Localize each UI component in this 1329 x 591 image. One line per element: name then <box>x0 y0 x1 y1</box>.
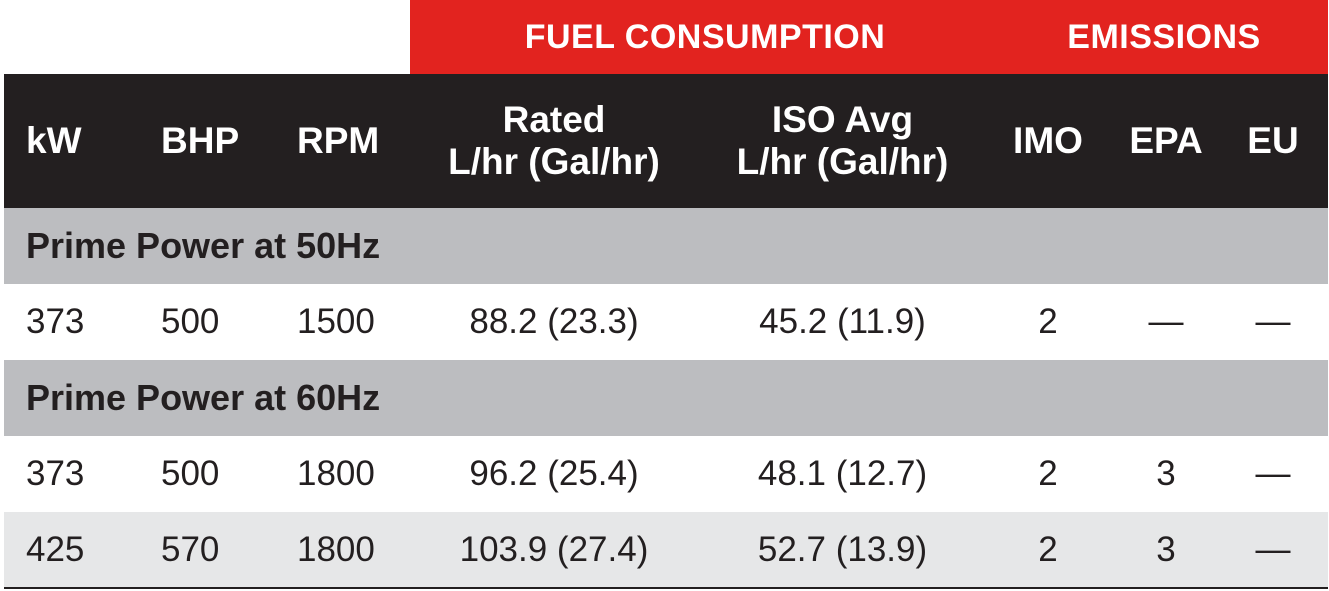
column-header-rated-line2: L/hr (Gal/hr) <box>448 141 660 182</box>
section-header-60hz: Prime Power at 60Hz <box>4 360 1328 436</box>
cell-imo: 2 <box>1038 302 1058 341</box>
section-header-50hz: Prime Power at 50Hz <box>4 208 1328 284</box>
cell-imo: 2 <box>1038 530 1058 569</box>
cell-kw: 373 <box>26 302 85 341</box>
column-header-row <box>4 74 1328 208</box>
group-header-bar <box>410 0 1328 74</box>
column-header-eu: EU <box>1247 120 1299 161</box>
cell-bhp: 500 <box>161 302 220 341</box>
column-header-rated-line1: Rated <box>502 99 606 140</box>
cell-rpm: 1800 <box>297 530 375 569</box>
cell-iso-avg: 48.1 (12.7) <box>757 454 928 493</box>
cell-eu: — <box>1255 302 1291 341</box>
cell-bhp: 500 <box>161 454 220 493</box>
cell-rpm: 1800 <box>297 454 375 493</box>
group-header-emissions: EMISSIONS <box>1067 18 1261 56</box>
cell-kw: 425 <box>26 530 85 569</box>
column-header-imo: IMO <box>1013 120 1083 161</box>
cell-imo: 2 <box>1038 454 1058 493</box>
cell-bhp: 570 <box>161 530 220 569</box>
cell-rated: 88.2 (23.3) <box>469 302 639 341</box>
table-bottom-rule <box>4 587 1328 589</box>
cell-iso-avg: 52.7 (13.9) <box>757 530 928 569</box>
table-row: 425 570 1800 103.9 (27.4) 52.7 (13.9) 2 … <box>4 512 1328 588</box>
cell-eu: — <box>1255 530 1291 569</box>
column-header-kw: kW <box>26 120 82 161</box>
table-row: 373 500 1500 88.2 (23.3) 45.2 (11.9) 2 —… <box>4 284 1328 360</box>
column-header-epa: EPA <box>1129 120 1203 161</box>
column-header-iso-avg: ISO Avg L/hr (Gal/hr) <box>700 74 985 208</box>
column-header-rpm: RPM <box>297 120 380 161</box>
cell-iso-avg: 45.2 (11.9) <box>759 302 926 341</box>
group-header-fuel-consumption: FUEL CONSUMPTION <box>524 18 886 56</box>
cell-epa: 3 <box>1156 454 1176 493</box>
section-title: Prime Power at 60Hz <box>26 377 381 418</box>
section-title: Prime Power at 50Hz <box>26 225 381 266</box>
column-header-iso-line1: ISO Avg <box>771 99 914 140</box>
cell-epa: 3 <box>1156 530 1176 569</box>
cell-rated: 103.9 (27.4) <box>459 530 649 569</box>
cell-rated: 96.2 (25.4) <box>469 454 639 493</box>
table-row: 373 500 1800 96.2 (25.4) 48.1 (12.7) 2 3… <box>4 436 1328 512</box>
cell-kw: 373 <box>26 454 85 493</box>
cell-eu: — <box>1255 454 1291 493</box>
column-header-bhp: BHP <box>161 120 240 161</box>
cell-rpm: 1500 <box>297 302 375 341</box>
cell-epa: — <box>1148 302 1184 341</box>
column-header-rated: Rated L/hr (Gal/hr) <box>414 74 694 208</box>
column-header-iso-line2: L/hr (Gal/hr) <box>736 141 949 182</box>
